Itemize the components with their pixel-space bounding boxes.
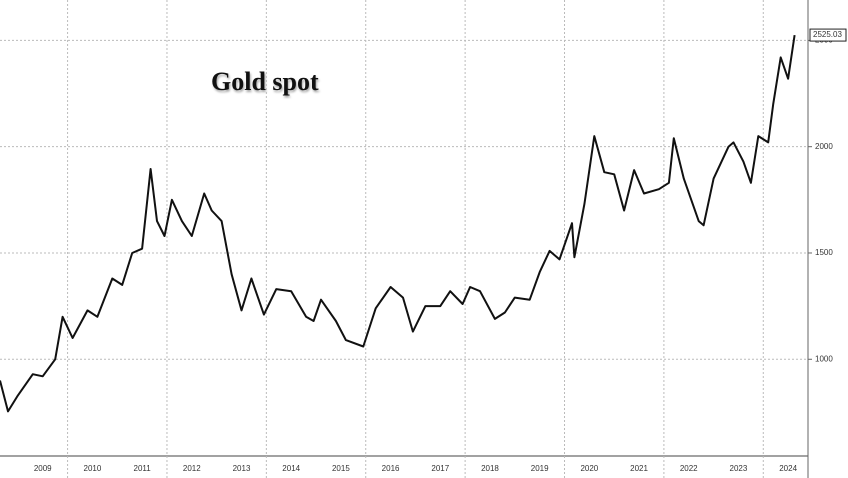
- y-tick-label: 1500: [815, 248, 833, 257]
- x-tick-label: 2018: [481, 464, 499, 473]
- x-tick-label: 2019: [531, 464, 549, 473]
- x-tick-label: 2021: [630, 464, 648, 473]
- x-tick-label: 2022: [680, 464, 698, 473]
- price-line: [0, 34, 796, 413]
- last-value-box: [809, 28, 847, 42]
- x-tick-label: 2024: [779, 464, 797, 473]
- x-tick-label: 2017: [431, 464, 449, 473]
- x-tick-label: 2012: [183, 464, 201, 473]
- x-tick-label: 2009: [34, 464, 52, 473]
- x-tick-label: 2010: [84, 464, 102, 473]
- x-tick-label: 2015: [332, 464, 350, 473]
- x-tick-label: 2016: [382, 464, 400, 473]
- x-tick-label: 2011: [134, 464, 152, 473]
- x-tick-label: 2020: [580, 464, 598, 473]
- y-tick-label: 1000: [815, 354, 833, 363]
- x-tick-label: 2013: [233, 464, 251, 473]
- x-tick-label: 2023: [730, 464, 748, 473]
- y-tick-label: 2000: [815, 142, 833, 151]
- last-value-label: 2525.03: [813, 30, 842, 39]
- chart-title: Gold spot: [211, 67, 319, 96]
- x-tick-label: 2014: [282, 464, 300, 473]
